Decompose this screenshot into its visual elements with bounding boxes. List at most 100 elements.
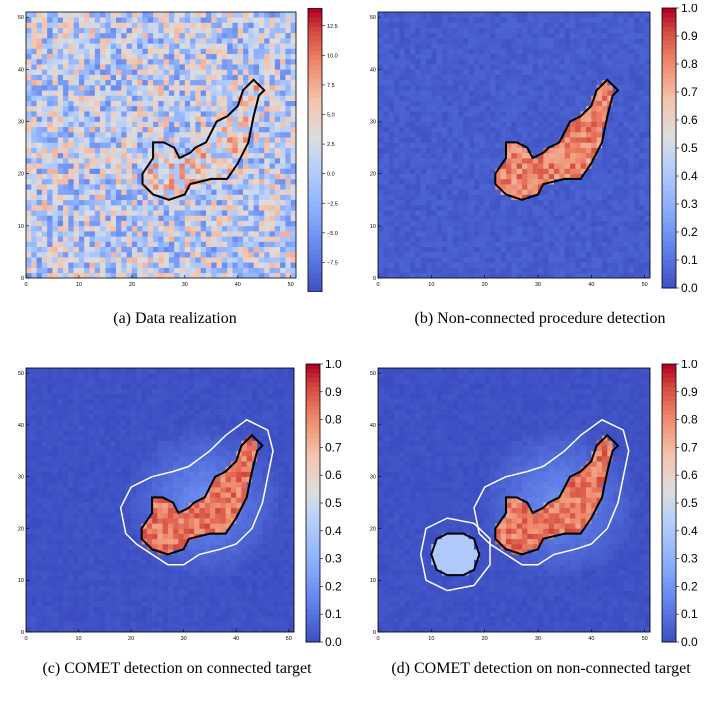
x-tick-label: 0 xyxy=(24,636,27,642)
detection-contour xyxy=(473,418,630,566)
colorbar-tick-label: 0.9 xyxy=(681,385,698,399)
y-tick-label: 20 xyxy=(18,526,24,532)
caption-a: (a) Data realization xyxy=(113,310,237,327)
caption-b: (b) Non-connected procedure detection xyxy=(414,310,666,327)
x-tick-label: 30 xyxy=(181,636,187,642)
colorbar-tick-label: 0.3 xyxy=(681,552,698,566)
x-tick-label: 40 xyxy=(235,282,241,288)
heatmap-cells xyxy=(26,12,297,279)
x-tick-label: 50 xyxy=(286,636,292,642)
y-tick-label: 30 xyxy=(370,120,376,126)
y-tick-label: 20 xyxy=(18,172,24,178)
target-contour xyxy=(494,433,620,556)
y-tick-label: 40 xyxy=(18,67,24,73)
colorbar-tick-label: −7.5 xyxy=(327,260,338,266)
x-tick-label: 30 xyxy=(535,636,541,642)
plot-frame xyxy=(25,367,295,633)
y-tick-label: 0 xyxy=(21,276,24,282)
plot-frame xyxy=(25,11,297,279)
x-tick-label: 10 xyxy=(76,282,82,288)
heatmap-cells xyxy=(378,12,651,279)
plot-frame xyxy=(377,11,651,279)
y-tick-label: 50 xyxy=(370,15,376,21)
x-tick-label: 0 xyxy=(376,636,379,642)
y-tick-label: 0 xyxy=(21,630,24,636)
colorbar-tick-label: 0.0 xyxy=(681,281,698,292)
caption-c: (c) COMET detection on connected target xyxy=(42,660,312,677)
colorbar-tick-label: 0.8 xyxy=(681,413,698,427)
colorbar-tick-label: 0.0 xyxy=(681,635,698,646)
heatmap-a: 0 10 20 30 40 50 0 10 20 30 40 50 xyxy=(18,11,297,288)
colorbar-tick-label: 0.8 xyxy=(325,413,342,427)
colorbar-tick-label: 0.5 xyxy=(325,496,342,510)
colorbar-tick-label: 1.0 xyxy=(325,360,342,371)
x-tick-label: 20 xyxy=(482,282,488,288)
y-tick-label: 30 xyxy=(18,475,24,481)
y-tick-label: 10 xyxy=(18,578,24,584)
colorbar-tick-label: −2.5 xyxy=(327,201,338,207)
colorbar-tick-label: 0.1 xyxy=(681,607,698,621)
colorbar-tick-label: 0.1 xyxy=(325,607,342,621)
colorbar-tick-label: 7.5 xyxy=(327,83,335,89)
colorbar-a: 12.5 10.0 7.5 5.0 2.5 0.0 −2.5 −5.0 −7.5 xyxy=(307,8,338,292)
y-tick-label: 0 xyxy=(373,630,376,636)
x-tick-label: 50 xyxy=(288,282,294,288)
colorbar-tick-label: 0.4 xyxy=(325,524,342,538)
y-tick-label: 50 xyxy=(18,15,24,21)
target-contour xyxy=(141,78,266,201)
colorbar-tick-label: 5.0 xyxy=(327,113,335,119)
colorbar-b: 1.0 0.9 0.8 0.7 0.6 0.5 0.4 0.3 0.2 0.1 0.0 xyxy=(661,4,698,292)
y-tick-label: 20 xyxy=(370,172,376,178)
heatmap-d: 0 10 20 30 40 50 0 10 20 30 40 50 xyxy=(370,367,651,642)
colorbar-c: 1.0 0.9 0.8 0.7 0.6 0.5 0.4 0.3 0.2 0.1 0.0 xyxy=(305,360,342,646)
y-tick-label: 50 xyxy=(18,371,24,377)
colorbar-tick-label: 0.2 xyxy=(325,579,342,593)
target-contour xyxy=(494,78,620,201)
colorbar-tick-label: 0.0 xyxy=(327,172,335,178)
y-tick-label: 0 xyxy=(373,276,376,282)
colorbar-tick-label: 2.5 xyxy=(327,142,335,148)
colorbar-tick-label: 0.7 xyxy=(681,440,698,454)
x-tick-label: 20 xyxy=(129,282,135,288)
x-tick-label: 10 xyxy=(428,636,434,642)
colorbar-tick-label: 0.1 xyxy=(681,253,698,267)
colorbar-tick-label: 0.6 xyxy=(681,468,698,482)
y-tick-label: 40 xyxy=(18,423,24,429)
colorbar-tick-label: 0.2 xyxy=(681,579,698,593)
x-tick-label: 20 xyxy=(128,636,134,642)
heatmap-b: 0 10 20 30 40 50 0 10 20 30 40 50 xyxy=(370,11,651,288)
y-tick-label: 20 xyxy=(370,526,376,532)
x-tick-label: 40 xyxy=(588,636,594,642)
colorbar-tick-label: 0.7 xyxy=(325,440,342,454)
y-tick-label: 10 xyxy=(370,224,376,230)
detection-contour-blob xyxy=(419,517,491,592)
y-tick-label: 10 xyxy=(370,578,376,584)
plot-frame xyxy=(377,367,651,633)
colorbar-tick-label: 0.9 xyxy=(325,385,342,399)
y-tick-label: 50 xyxy=(370,371,376,377)
colorbar-tick-label: 0.5 xyxy=(681,141,698,155)
x-tick-label: 50 xyxy=(642,636,648,642)
heatmap-cells xyxy=(26,368,295,633)
colorbar-tick-label: 0.6 xyxy=(325,468,342,482)
colorbar-tick-label: 0.3 xyxy=(325,552,342,566)
colorbar-tick-label: 0.9 xyxy=(681,29,698,43)
x-tick-label: 20 xyxy=(482,636,488,642)
x-tick-label: 30 xyxy=(182,282,188,288)
colorbar-tick-label: 10.0 xyxy=(327,53,338,59)
x-tick-label: 40 xyxy=(588,282,594,288)
colorbar-tick-label: 0.4 xyxy=(681,169,698,183)
y-tick-label: 30 xyxy=(370,475,376,481)
colorbar-d: 1.0 0.9 0.8 0.7 0.6 0.5 0.4 0.3 0.2 0.1 0.0 xyxy=(661,360,698,646)
caption-d: (d) COMET detection on non-connected tar… xyxy=(391,660,691,677)
x-tick-label: 30 xyxy=(535,282,541,288)
colorbar-tick-label: 0.2 xyxy=(681,225,698,239)
y-tick-label: 30 xyxy=(18,120,24,126)
x-tick-label: 10 xyxy=(428,282,434,288)
target-contour xyxy=(140,433,264,556)
x-tick-label: 0 xyxy=(376,282,379,288)
y-tick-label: 40 xyxy=(370,423,376,429)
x-tick-label: 0 xyxy=(24,282,27,288)
x-tick-label: 40 xyxy=(233,636,239,642)
detection-contour xyxy=(119,418,274,566)
